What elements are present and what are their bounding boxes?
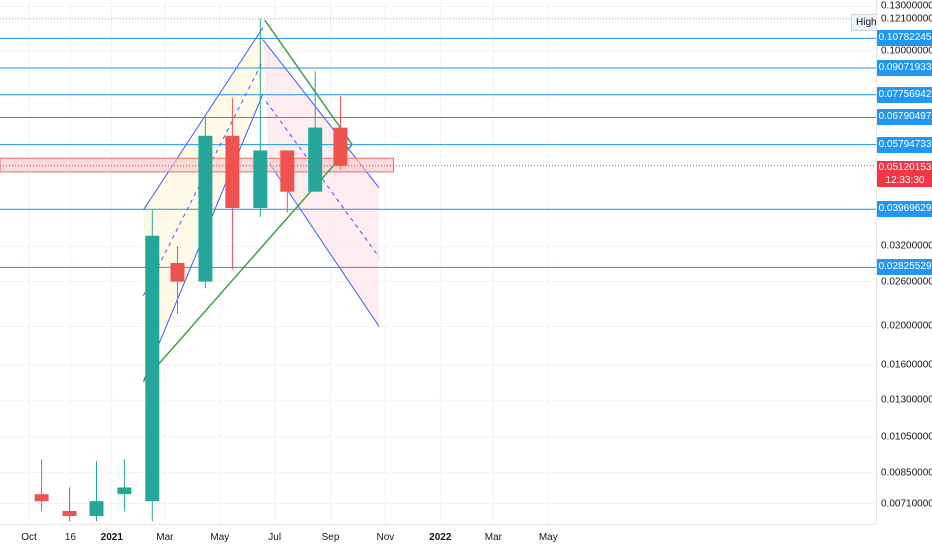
rising-channel-upper [142, 27, 264, 211]
time-tick-label: Oct [21, 532, 37, 543]
bar-countdown: 12:33:30 [885, 174, 925, 186]
last-price-badge: 0.05120153 12:33:30 [877, 160, 932, 187]
candle-body [62, 510, 77, 517]
time-tick-label: Nov [376, 532, 395, 543]
chart-svg[interactable] [0, 0, 876, 524]
candle-body [117, 487, 132, 495]
time-tick-label: May [210, 532, 230, 543]
last-price-value: 0.05120153 [878, 161, 932, 173]
time-tick-label: 2022 [429, 532, 452, 543]
price-tick-label: 0.10000000 [881, 45, 932, 57]
level-price-badge: 0.07756942 [877, 86, 932, 103]
candle-body [145, 235, 160, 502]
wedge-upper-line [264, 19, 353, 145]
level-price-badge: 0.03969629 [877, 201, 932, 218]
level-price-badge: 0.05794733 [877, 136, 932, 153]
candle-body [308, 127, 323, 192]
candle-body [280, 150, 295, 192]
time-tick-label: Sep [321, 532, 340, 543]
candle-body [253, 150, 268, 208]
chart-pane[interactable] [0, 0, 876, 524]
price-axis[interactable]: 0.13000000 0.12100000 0.10000000 0.03200000… [876, 0, 932, 524]
price-tick-label: 0.01050000 [881, 431, 932, 443]
time-tick-label: 16 [64, 532, 76, 543]
time-tick-label: May [538, 532, 558, 543]
price-tick-label: 0.12100000 [881, 13, 932, 25]
price-tick-label: 0.02600000 [881, 276, 932, 288]
candle-body [333, 127, 348, 166]
time-tick-label: Jul [268, 532, 282, 543]
candle-body [89, 501, 104, 517]
price-tick-label: 0.01600000 [881, 359, 932, 371]
time-axis[interactable]: Oct 16 2021 Mar May Jul Sep Nov 2022 Mar May [0, 524, 876, 551]
candle-body [170, 262, 185, 282]
falling-channel-mid [265, 101, 380, 258]
price-tick-label: 0.02000000 [881, 320, 932, 332]
level-price-badge: 0.10782245 [877, 30, 932, 47]
price-tick-label: 0.00710000 [881, 498, 932, 510]
time-tick-label: 2021 [100, 532, 123, 543]
candle-body [34, 494, 49, 502]
time-tick-label: Mar [156, 532, 174, 543]
price-tick-label: 0.03200000 [881, 240, 932, 252]
candle-body [198, 135, 213, 282]
level-price-badge: 0.09071933 [877, 59, 932, 76]
time-tick-label: Mar [484, 532, 503, 543]
price-tick-label: 0.01300000 [881, 394, 932, 406]
candle-body [225, 135, 240, 208]
level-price-badge: 0.02825529 [877, 259, 932, 276]
level-price-badge: 0.06790497 [877, 109, 932, 126]
resistance-zone [0, 157, 394, 173]
price-tick-label: 0.00850000 [881, 467, 932, 479]
price-tick-label: 0.13000000 [881, 0, 932, 12]
